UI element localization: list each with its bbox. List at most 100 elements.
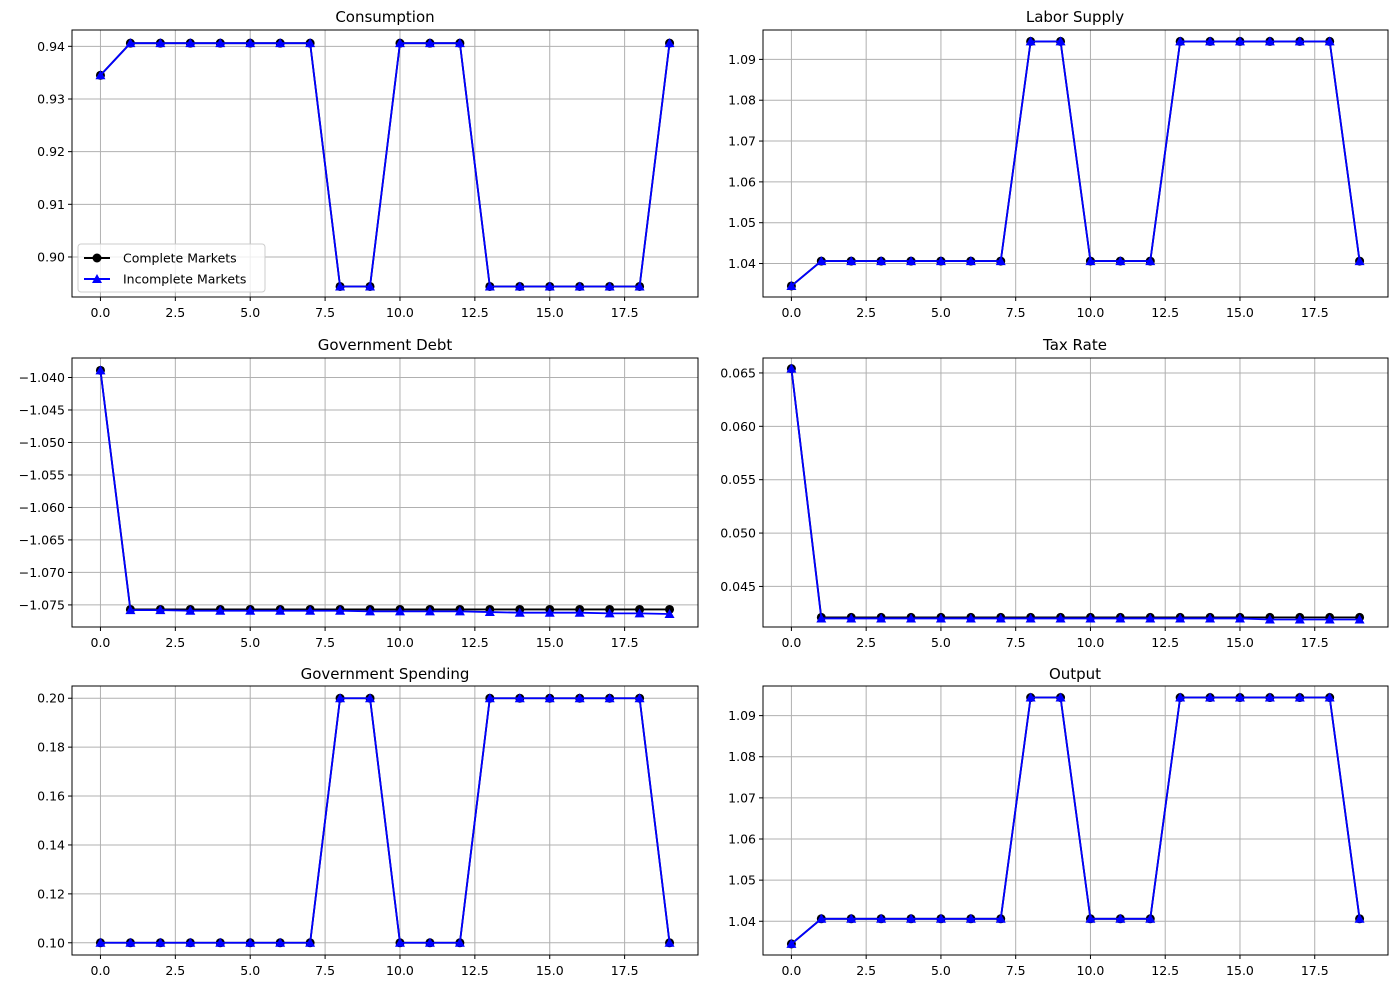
x-tick-label: 17.5 xyxy=(611,963,639,978)
data-point-triangle-icon xyxy=(155,605,166,615)
subplot-government-spending: Government Spending 0.0 2.5 5.0 7.5 10.0 12.5… xyxy=(37,665,699,978)
x-tick-label: 15.0 xyxy=(536,305,564,320)
x-tick-label: 0.0 xyxy=(91,305,111,320)
series-complete-markets xyxy=(786,693,1365,949)
y-tick-label: 1.06 xyxy=(728,174,756,189)
y-tick-label: 0.045 xyxy=(720,579,756,594)
x-tick-label: 0.0 xyxy=(781,963,801,978)
data-point-triangle-icon xyxy=(365,693,376,703)
x-axis-ticks: 0.0 2.5 5.0 7.5 10.0 12.5 15.0 17.5 xyxy=(781,297,1329,320)
y-tick-label: 0.10 xyxy=(37,935,65,950)
data-point-triangle-icon xyxy=(664,609,675,619)
legend-marker-circle-icon xyxy=(92,253,102,263)
series-incomplete-markets xyxy=(95,38,675,291)
data-point-triangle-icon xyxy=(786,280,797,290)
data-point-triangle-icon xyxy=(484,693,495,703)
data-point-triangle-icon xyxy=(365,281,376,291)
y-tick-label: 0.90 xyxy=(37,249,65,264)
data-point-triangle-icon xyxy=(604,281,615,291)
series-incomplete-markets xyxy=(95,693,675,947)
y-tick-label: 0.93 xyxy=(37,91,65,106)
data-point-triangle-icon xyxy=(335,605,346,615)
y-tick-label: 0.91 xyxy=(37,197,65,212)
data-point-triangle-icon xyxy=(634,281,645,291)
data-point-triangle-icon xyxy=(1324,614,1335,624)
series-incomplete-markets xyxy=(786,36,1365,290)
y-tick-label: 0.16 xyxy=(37,789,65,804)
data-point-triangle-icon xyxy=(816,613,827,623)
data-point-triangle-icon xyxy=(816,256,827,266)
x-tick-label: 15.0 xyxy=(1226,305,1254,320)
data-point-triangle-icon xyxy=(1115,613,1126,623)
subplot-output: Output 0.0 2.5 5.0 7.5 10.0 12.5 15.0 17.51.041… xyxy=(728,665,1389,978)
y-tick-label: 0.18 xyxy=(37,740,65,755)
data-point-triangle-icon xyxy=(424,937,435,947)
grid xyxy=(763,30,1388,297)
x-tick-label: 7.5 xyxy=(1006,963,1026,978)
data-point-triangle-icon xyxy=(275,937,286,947)
x-tick-label: 12.5 xyxy=(461,305,489,320)
x-tick-label: 15.0 xyxy=(536,963,564,978)
y-tick-label: 0.94 xyxy=(37,39,65,54)
data-point-triangle-icon xyxy=(454,38,465,48)
y-tick-label: −1.075 xyxy=(19,597,65,612)
data-point-triangle-icon xyxy=(215,937,226,947)
x-tick-label: 0.0 xyxy=(781,305,801,320)
grid xyxy=(763,686,1388,955)
data-point-triangle-icon xyxy=(185,38,196,48)
y-tick-label: 1.09 xyxy=(728,708,756,723)
data-point-triangle-icon xyxy=(544,693,555,703)
x-tick-label: 7.5 xyxy=(315,635,335,650)
y-tick-label: −1.055 xyxy=(19,467,65,482)
x-tick-label: 15.0 xyxy=(1226,635,1254,650)
data-point-triangle-icon xyxy=(1115,256,1126,266)
data-point-triangle-icon xyxy=(1145,256,1156,266)
x-tick-label: 2.5 xyxy=(856,963,876,978)
y-tick-label: 0.14 xyxy=(37,837,65,852)
x-axis-ticks: 0.0 2.5 5.0 7.5 10.0 12.5 15.0 17.5 xyxy=(91,627,639,650)
x-tick-label: 7.5 xyxy=(315,305,335,320)
data-point-triangle-icon xyxy=(1025,613,1036,623)
x-axis-ticks: 0.0 2.5 5.0 7.5 10.0 12.5 15.0 17.5 xyxy=(781,955,1329,978)
y-tick-label: 0.050 xyxy=(720,526,756,541)
y-tick-label: 1.08 xyxy=(728,749,756,764)
legend-box xyxy=(77,243,266,293)
data-point-triangle-icon xyxy=(995,256,1006,266)
legend-marker-triangle-icon xyxy=(92,274,102,283)
y-tick-label: 1.06 xyxy=(728,832,756,847)
x-tick-label: 5.0 xyxy=(931,635,951,650)
data-point-triangle-icon xyxy=(1145,913,1156,923)
legend-label-incomplete: Incomplete Markets xyxy=(123,272,246,287)
data-point-triangle-icon xyxy=(155,937,166,947)
y-tick-label: 0.20 xyxy=(37,691,65,706)
data-point-triangle-icon xyxy=(664,937,675,947)
x-tick-label: 17.5 xyxy=(611,635,639,650)
data-point-triangle-icon xyxy=(394,38,405,48)
data-point-triangle-icon xyxy=(935,613,946,623)
data-point-triangle-icon xyxy=(95,937,106,947)
x-tick-label: 0.0 xyxy=(91,635,111,650)
x-tick-label: 10.0 xyxy=(1077,305,1105,320)
data-point-triangle-icon xyxy=(484,607,495,617)
x-tick-label: 2.5 xyxy=(856,635,876,650)
x-axis-ticks: 0.0 2.5 5.0 7.5 10.0 12.5 15.0 17.5 xyxy=(781,627,1329,650)
legend: Complete Markets Incomplete Markets xyxy=(77,243,266,293)
data-point-triangle-icon xyxy=(1264,614,1275,624)
data-point-triangle-icon xyxy=(1175,36,1186,46)
data-point-triangle-icon xyxy=(1205,36,1216,46)
y-tick-label: 0.12 xyxy=(37,886,65,901)
y-tick-label: 1.04 xyxy=(728,914,756,929)
subplot-consumption: Consumption 0.0 2.5 5.0 7.5 10.0 12.5 15.0 17.5… xyxy=(37,8,699,320)
y-tick-label: 1.05 xyxy=(728,873,756,888)
y-tick-label: 0.060 xyxy=(720,419,756,434)
data-point-triangle-icon xyxy=(1264,692,1275,702)
y-tick-label: 0.92 xyxy=(37,144,65,159)
data-point-triangle-icon xyxy=(245,38,256,48)
data-point-triangle-icon xyxy=(846,613,857,623)
y-tick-label: −1.050 xyxy=(19,435,65,450)
data-point-triangle-icon xyxy=(906,913,917,923)
axes-frame xyxy=(762,357,1389,628)
data-point-triangle-icon xyxy=(454,606,465,616)
x-tick-label: 5.0 xyxy=(931,305,951,320)
data-point-triangle-icon xyxy=(514,607,525,617)
